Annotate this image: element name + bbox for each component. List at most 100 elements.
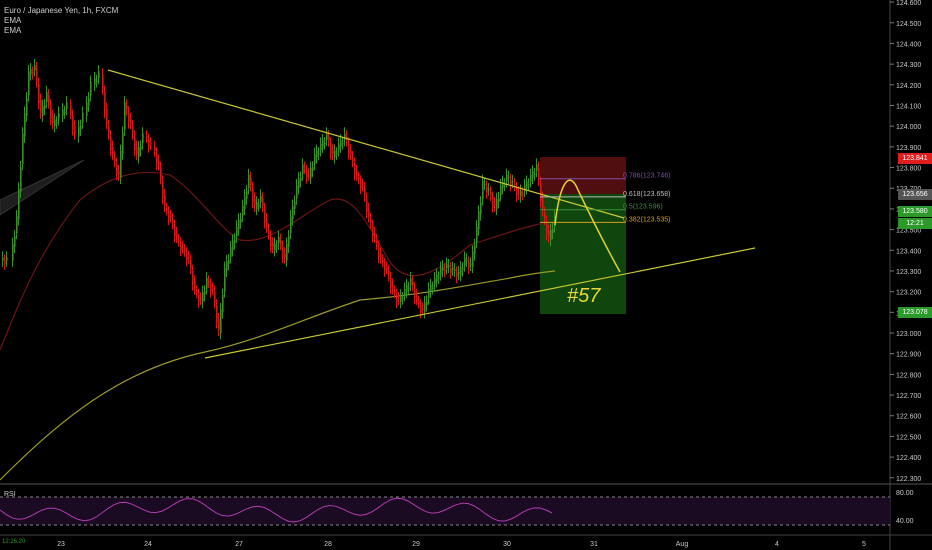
candle-body — [300, 177, 302, 182]
candle-body — [94, 78, 96, 85]
time-tick-label: Aug — [676, 541, 689, 548]
candle-body — [48, 95, 50, 103]
candle-body — [328, 136, 330, 141]
candle-body — [402, 298, 404, 300]
candle-body — [382, 260, 384, 262]
candle-body — [368, 208, 370, 217]
price-tick-label: 122.700 — [896, 393, 921, 400]
candle-body — [452, 267, 454, 270]
candle-body — [480, 202, 482, 215]
upper-trendline — [107, 69, 625, 219]
rsi-label[interactable]: RSI — [4, 491, 16, 498]
corner-value: 12:26.20 — [2, 539, 26, 545]
candle-body — [224, 267, 226, 292]
candle-body — [530, 174, 532, 182]
candle-body — [32, 72, 34, 74]
candle-body — [376, 239, 378, 244]
candle-body — [134, 136, 136, 150]
candle-body — [292, 205, 294, 220]
price-tick-label: 122.400 — [896, 455, 921, 462]
candle-body — [236, 226, 238, 237]
candle-body — [342, 143, 344, 145]
price-tick-label: 124.500 — [896, 21, 921, 28]
price-tick-label: 124.100 — [896, 103, 921, 110]
candle-body — [114, 157, 116, 161]
candle-body — [80, 125, 82, 130]
indicator-ema-2[interactable]: EMA — [4, 26, 22, 35]
candle-body — [222, 294, 224, 313]
candle-body — [70, 105, 72, 113]
candle-body — [484, 183, 486, 185]
candle-body — [216, 305, 218, 323]
candle-body — [82, 112, 84, 123]
candle-body — [334, 150, 336, 158]
pattern-shape — [0, 159, 85, 216]
candle-body — [142, 133, 144, 144]
candle-body — [36, 68, 38, 82]
candle-body — [52, 115, 54, 124]
rsi-tick-label: 80.00 — [896, 490, 914, 497]
candle-body — [360, 181, 362, 188]
price-tick-label: 122.500 — [896, 434, 921, 441]
candle-body — [308, 174, 310, 176]
candle-body — [208, 281, 210, 283]
candle-body — [2, 257, 4, 261]
candle-body — [12, 243, 14, 261]
candle-body — [148, 139, 150, 147]
candle-body — [538, 167, 540, 180]
candle-body — [400, 295, 402, 302]
candle-body — [28, 71, 30, 96]
candle-body — [246, 191, 248, 199]
candle-body — [66, 102, 68, 109]
candle-body — [488, 189, 490, 191]
candle-body — [374, 233, 376, 237]
candle-body — [214, 291, 216, 303]
candle-body — [498, 198, 500, 203]
chart-legend: Euro / Japanese Yen, 1h, FXCM EMA EMA — [4, 6, 118, 36]
candle-body — [220, 309, 222, 334]
candle-body — [180, 243, 182, 250]
price-tick-label: 122.600 — [896, 414, 921, 421]
candle-body — [284, 253, 286, 258]
candle-body — [496, 198, 498, 209]
candle-body — [126, 105, 128, 110]
candle-body — [322, 140, 324, 147]
candle-body — [38, 84, 40, 104]
candle-body — [366, 198, 368, 213]
candle-body — [278, 236, 280, 244]
candle-body — [404, 288, 406, 296]
candle-body — [492, 197, 494, 207]
candle-body — [192, 270, 194, 285]
candle-body — [90, 81, 92, 96]
candle-body — [388, 270, 390, 275]
candle-body — [40, 99, 42, 113]
candle-body — [176, 233, 178, 237]
candle-body — [154, 146, 156, 151]
stop-loss-zone — [540, 157, 626, 194]
candle-body — [54, 119, 56, 127]
candle-body — [110, 136, 112, 150]
stop-price-box: 123.841 — [898, 153, 932, 164]
candle-body — [4, 260, 6, 264]
candle-body — [16, 216, 18, 234]
candle-body — [330, 143, 332, 154]
candle-body — [78, 126, 80, 137]
candle-body — [168, 212, 170, 219]
candle-body — [444, 269, 446, 272]
candle-body — [130, 119, 132, 124]
candle-body — [150, 143, 152, 145]
candle-body — [282, 246, 284, 257]
indicator-ema-1[interactable]: EMA — [4, 16, 22, 25]
candle-body — [294, 201, 296, 209]
candle-body — [156, 153, 158, 164]
candle-body — [502, 181, 504, 189]
candle-body — [242, 205, 244, 216]
candle-body — [62, 109, 64, 116]
price-tick-label: 122.300 — [896, 476, 921, 483]
rsi-line — [0, 497, 553, 523]
time-tick-label: 29 — [412, 541, 420, 548]
candle-body — [474, 245, 476, 255]
candle-body — [350, 150, 352, 155]
